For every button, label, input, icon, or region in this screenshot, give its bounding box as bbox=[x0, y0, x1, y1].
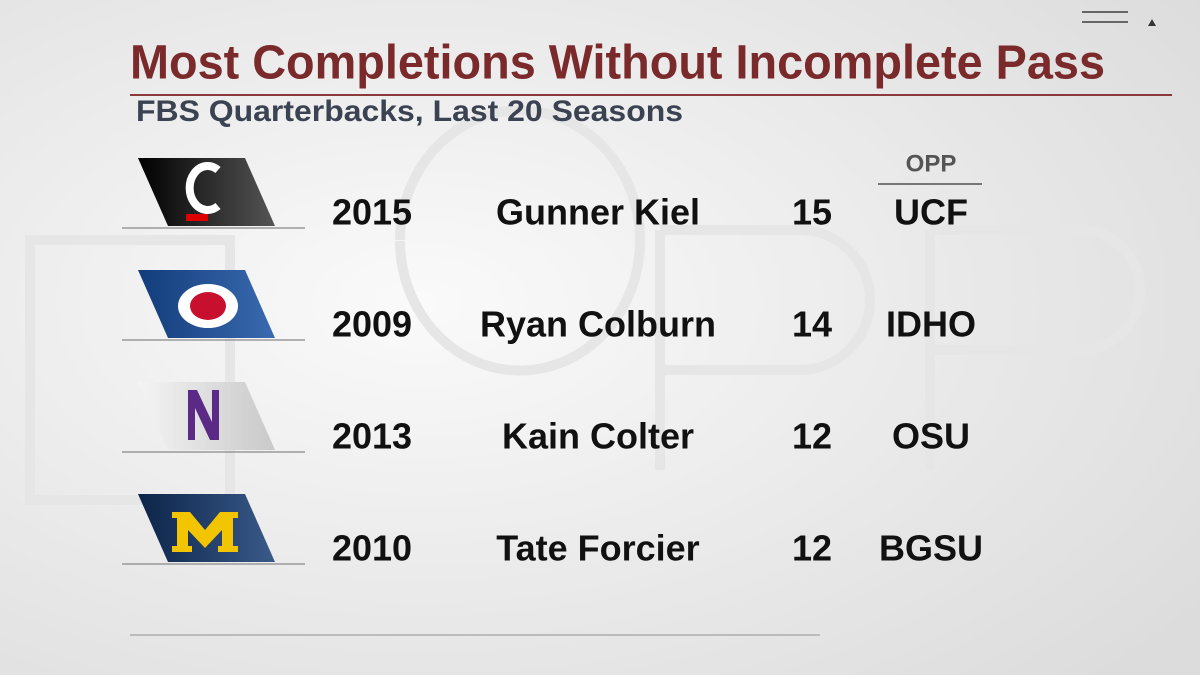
subtitle: FBS Quarterbacks, Last 20 Seasons bbox=[136, 95, 683, 128]
player: Gunner Kiel bbox=[496, 192, 700, 233]
player: Ryan Colburn bbox=[480, 304, 716, 345]
completions: 12 bbox=[792, 528, 832, 569]
opponent: IDHO bbox=[886, 304, 976, 345]
completions: 12 bbox=[792, 416, 832, 457]
year: 2010 bbox=[332, 528, 412, 569]
menu-icon bbox=[1082, 11, 1128, 23]
logo bbox=[138, 494, 275, 562]
arrow-icon bbox=[1148, 19, 1156, 26]
year: 2013 bbox=[332, 416, 412, 457]
logo bbox=[138, 382, 275, 450]
watermark bbox=[25, 105, 1145, 505]
column-header: OPP bbox=[906, 150, 957, 177]
year: 2009 bbox=[332, 304, 412, 345]
player: Kain Colter bbox=[502, 416, 694, 457]
completions: 14 bbox=[792, 304, 832, 345]
completions: 15 bbox=[792, 192, 832, 233]
title: Most Completions Without Incomplete Pass bbox=[130, 37, 1105, 90]
opponent: BGSU bbox=[879, 528, 983, 569]
opponent: UCF bbox=[894, 192, 968, 233]
player: Tate Forcier bbox=[496, 528, 699, 569]
logo bbox=[138, 270, 275, 338]
opponent: OSU bbox=[892, 416, 970, 457]
year: 2015 bbox=[332, 192, 412, 233]
logo bbox=[138, 158, 275, 226]
